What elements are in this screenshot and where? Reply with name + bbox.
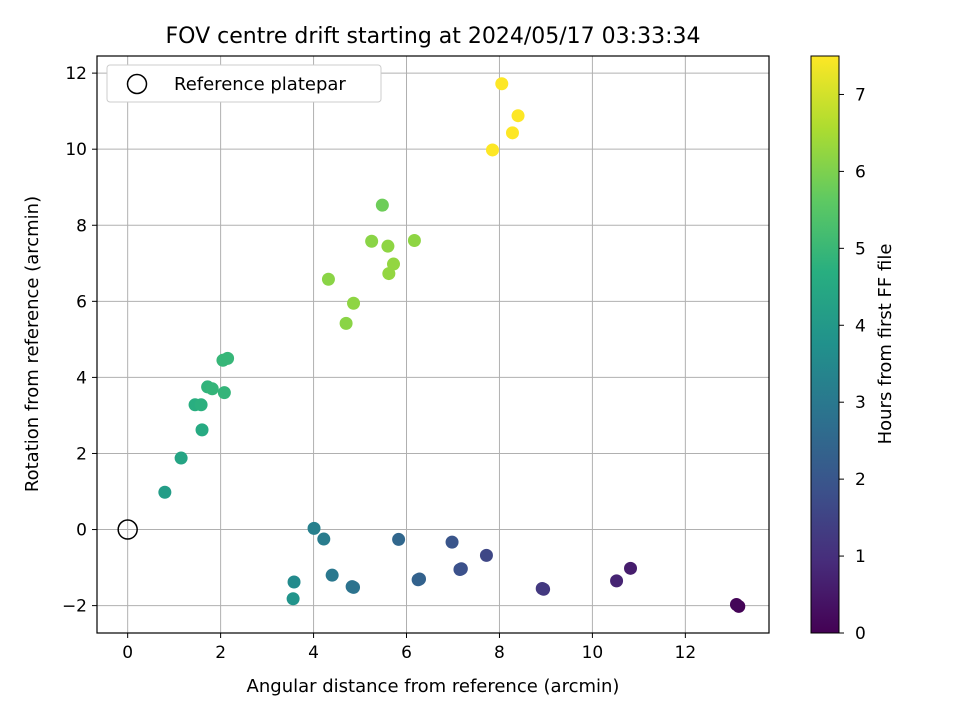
data-point xyxy=(729,597,743,611)
data-point xyxy=(624,561,638,575)
x-axis-ticks: 0 2 4 6 8 10 12 xyxy=(122,633,696,663)
data-point xyxy=(321,272,335,286)
data-point xyxy=(205,382,219,396)
data-point xyxy=(407,233,421,247)
data-point xyxy=(287,575,301,589)
data-point xyxy=(158,485,172,499)
x-tick-label: 10 xyxy=(582,643,604,663)
colorbar-tick-label: 2 xyxy=(855,470,866,490)
data-point xyxy=(365,234,379,248)
chart-title: FOV centre drift starting at 2024/05/17 … xyxy=(166,24,701,49)
data-point xyxy=(339,316,353,330)
scatter-points xyxy=(117,77,746,613)
colorbar-tick-label: 6 xyxy=(855,162,866,182)
data-point xyxy=(453,562,467,576)
x-tick-label: 12 xyxy=(675,643,697,663)
data-point xyxy=(392,532,406,546)
y-tick-label: 8 xyxy=(76,216,87,236)
y-axis-ticks: −2 0 2 4 6 8 10 12 xyxy=(62,64,97,617)
x-tick-label: 0 xyxy=(122,643,133,663)
y-tick-label: 12 xyxy=(65,64,87,84)
x-tick-label: 4 xyxy=(308,643,319,663)
legend-reference-marker xyxy=(126,73,148,95)
data-point xyxy=(386,257,400,271)
y-axis-label: Rotation from reference (arcmin) xyxy=(22,196,43,492)
data-point xyxy=(411,573,425,587)
colorbar-tick-label: 0 xyxy=(855,624,866,644)
x-tick-label: 6 xyxy=(401,643,412,663)
colorbar: 0 1 2 3 4 5 6 7 Hours from first FF file xyxy=(810,55,896,644)
colorbar-tick-label: 1 xyxy=(855,547,866,567)
colorbar-tick-label: 7 xyxy=(855,85,866,105)
grid xyxy=(97,56,769,633)
data-point xyxy=(174,451,188,465)
plot-frame xyxy=(96,55,770,634)
data-point xyxy=(511,109,525,123)
data-point xyxy=(194,398,208,412)
x-tick-label: 2 xyxy=(215,643,226,663)
y-tick-label: −2 xyxy=(62,597,87,617)
data-point xyxy=(221,351,235,365)
data-point xyxy=(347,296,361,310)
legend-box xyxy=(106,64,382,103)
data-point xyxy=(479,548,493,562)
data-point xyxy=(317,532,331,546)
data-point xyxy=(610,574,624,588)
data-point xyxy=(325,568,339,582)
colorbar-tick-label: 5 xyxy=(855,239,866,259)
data-point xyxy=(445,535,459,549)
y-tick-label: 0 xyxy=(76,521,87,541)
y-tick-label: 6 xyxy=(76,292,87,312)
colorbar-label: Hours from first FF file xyxy=(875,244,896,445)
colorbar-ticks: 0 1 2 3 4 5 6 7 xyxy=(839,85,866,644)
data-point xyxy=(217,386,231,400)
x-tick-label: 8 xyxy=(494,643,505,663)
colorbar-tick-label: 3 xyxy=(855,393,866,413)
data-point xyxy=(286,592,300,606)
y-tick-label: 2 xyxy=(76,444,87,464)
data-point xyxy=(485,143,499,157)
data-point xyxy=(375,198,389,212)
data-point xyxy=(307,521,321,535)
data-point xyxy=(495,77,509,91)
data-point xyxy=(347,580,361,594)
data-point xyxy=(505,126,519,140)
legend: Reference platepar xyxy=(106,64,382,103)
colorbar-gradient xyxy=(810,55,840,634)
data-point xyxy=(195,423,209,437)
x-axis-label: Angular distance from reference (arcmin) xyxy=(247,676,620,697)
colorbar-tick-label: 4 xyxy=(855,316,866,336)
data-point xyxy=(381,239,395,253)
y-tick-label: 4 xyxy=(76,368,87,388)
reference-platepar-marker xyxy=(117,519,138,540)
legend-entry-reference: Reference platepar xyxy=(174,74,346,95)
y-tick-label: 10 xyxy=(65,140,87,160)
data-point xyxy=(535,581,549,595)
